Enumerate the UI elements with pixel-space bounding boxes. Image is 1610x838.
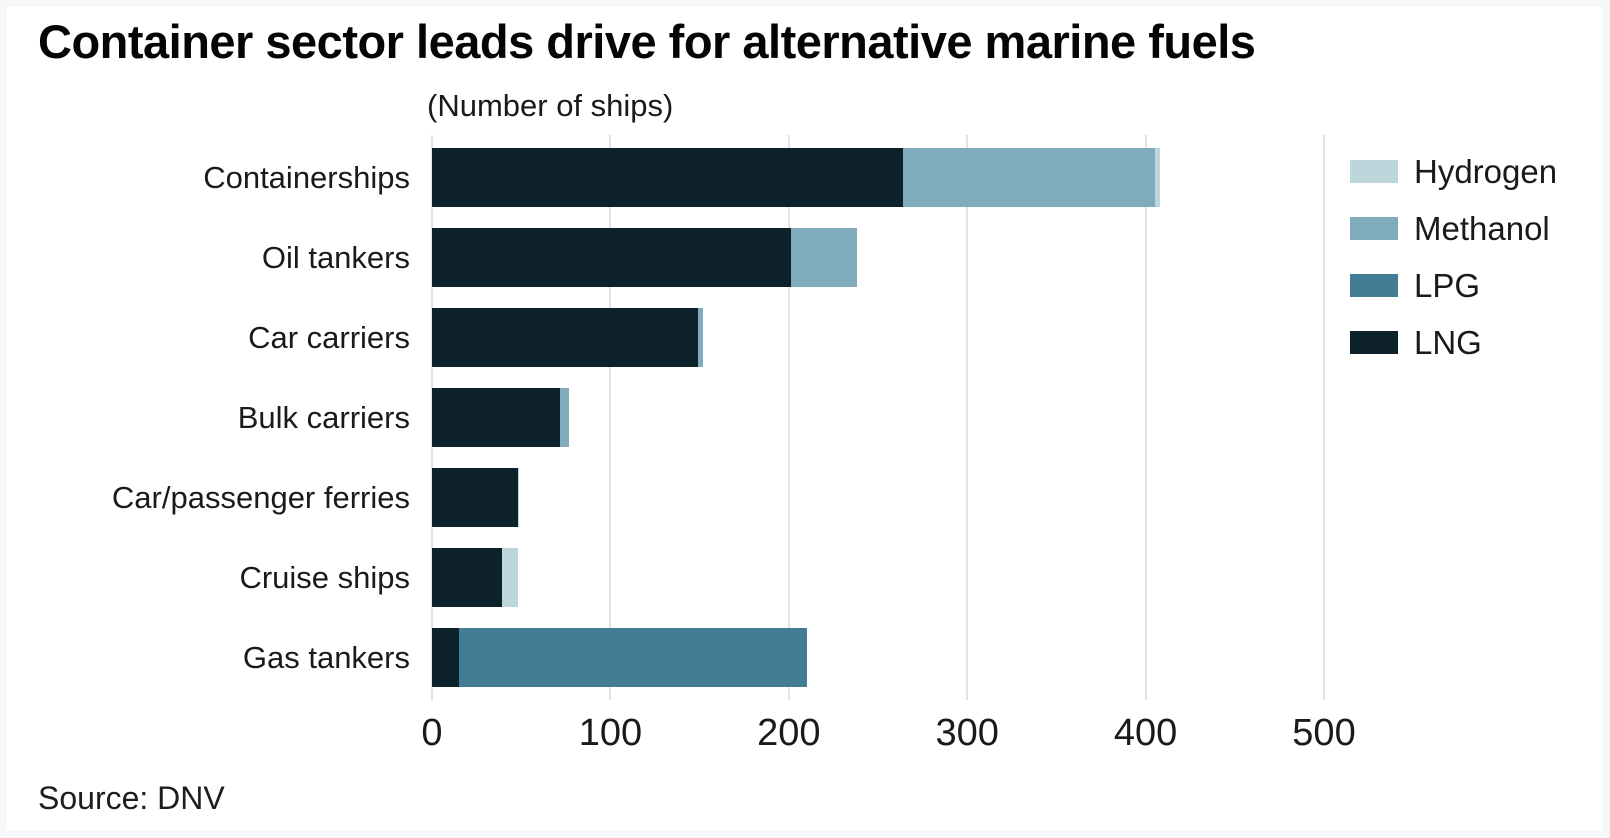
legend-item-hydrogen: Hydrogen <box>1350 153 1557 190</box>
bar-segment-lng <box>432 388 561 447</box>
chart-title: Container sector leads drive for alterna… <box>38 15 1256 68</box>
x-tick-label: 200 <box>757 712 821 754</box>
category-label-gas-tankers: Gas tankers <box>242 640 410 675</box>
bar-segment-lng <box>432 628 459 687</box>
category-label-car-carriers: Car carriers <box>248 320 410 355</box>
bar-segment-lng <box>432 548 502 607</box>
legend-label: Hydrogen <box>1414 152 1558 190</box>
bar-segment-hydrogen <box>1154 148 1160 207</box>
bar-segment-methanol <box>697 308 704 367</box>
gridline-x-300 <box>966 135 969 700</box>
x-tick-label: 0 <box>421 712 443 754</box>
bar-row <box>432 308 704 367</box>
legend-label: LNG <box>1414 323 1482 361</box>
legend-item-lng: LNG <box>1350 324 1482 361</box>
bar-segment-lng <box>432 468 518 527</box>
bar-row <box>432 548 518 607</box>
bar-row <box>432 468 520 527</box>
bar-segment-methanol <box>790 228 857 287</box>
chart-subtitle: (Number of ships) <box>427 88 674 123</box>
x-tick-label: 400 <box>1113 712 1178 754</box>
gridline-x-500 <box>1323 135 1325 700</box>
bar-segment-lng <box>432 228 791 287</box>
category-label-oil-tankers: Oil tankers <box>261 240 410 275</box>
legend-swatch-lng <box>1350 331 1398 354</box>
legend-swatch-hydrogen <box>1350 160 1398 183</box>
bar-row <box>432 148 1160 207</box>
bar-row <box>432 228 857 287</box>
gridline-x-400 <box>1144 135 1147 700</box>
bar-row <box>432 388 570 447</box>
plot-area <box>431 135 1325 700</box>
bar-row <box>432 628 807 687</box>
category-label-cruise-ships: Cruise ships <box>239 560 410 595</box>
bar-segment-lng <box>432 148 903 207</box>
bar-segment-hydrogen <box>517 468 520 527</box>
bar-segment-methanol <box>560 388 570 447</box>
source-note: Source: DNV <box>38 780 225 816</box>
bar-segment-lng <box>432 308 698 367</box>
legend-label: Methanol <box>1414 209 1550 247</box>
gridline-x-100 <box>609 135 612 700</box>
legend-swatch-lpg <box>1350 274 1398 297</box>
legend-item-methanol: Methanol <box>1350 210 1550 247</box>
legend-item-lpg: LPG <box>1350 267 1480 304</box>
category-label-bulk-carriers: Bulk carriers <box>237 400 410 435</box>
legend-label: LPG <box>1414 266 1481 304</box>
bar-segment-methanol <box>902 148 1155 207</box>
category-label-containerships: Containerships <box>203 160 410 195</box>
x-tick-label: 300 <box>935 712 999 754</box>
x-tick-label: 100 <box>578 712 643 754</box>
bar-segment-hydrogen <box>501 548 518 607</box>
legend-swatch-methanol <box>1350 217 1398 240</box>
category-label-car-passenger-ferries: Car/passenger ferries <box>111 480 410 515</box>
bar-segment-lpg <box>458 628 807 687</box>
gridline-x-200 <box>787 135 790 700</box>
x-tick-label: 500 <box>1292 712 1356 754</box>
